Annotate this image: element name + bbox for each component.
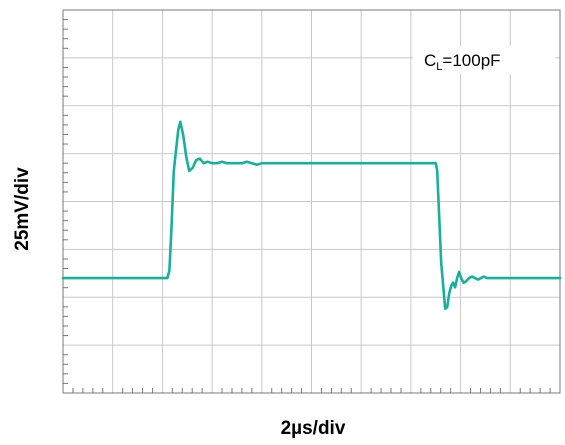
minor-ticks (63, 19, 551, 393)
annotation-rest: =100pF (442, 51, 500, 70)
annotation-text: CL=100pF (424, 51, 501, 73)
capacitance-annotation: CL=100pF (413, 46, 555, 74)
y-axis-label: 25mV/div (12, 167, 33, 251)
annotation-subscript: L (436, 61, 442, 73)
signal-trace (61, 120, 562, 310)
plot-frame (62, 9, 561, 394)
grid (63, 10, 560, 393)
annotation-main: C (424, 51, 436, 70)
annotation-background (413, 46, 555, 74)
x-axis-label: 2µs/div (281, 418, 346, 439)
